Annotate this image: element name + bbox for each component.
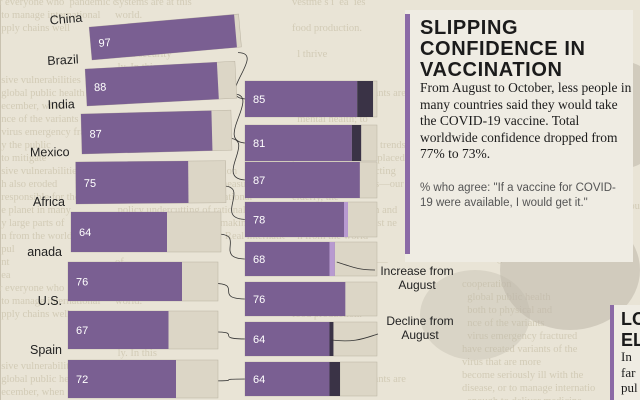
vaccine-confidence-chart: 97 China 88 Brazil 87 India 75 Mexico 64 Africa 76…: [27, 11, 379, 399]
country-label: Mexico: [30, 145, 70, 159]
connector-line: [232, 93, 248, 144]
october-value-label: 64: [253, 334, 265, 346]
connector-line: [213, 378, 248, 382]
decline-segment: [351, 125, 362, 161]
country-label: Brazil: [47, 52, 79, 68]
august-bar-group: 64 Africa: [33, 195, 222, 253]
connector-line: [234, 52, 248, 100]
background-texture-blob: [420, 270, 530, 360]
october-bar: [245, 322, 330, 356]
connector-line: [221, 185, 248, 220]
october-bar: [245, 162, 360, 198]
connector-line: [213, 331, 248, 340]
summary-card-title: SLIPPING CONFIDENCE IN VACCINATION: [420, 17, 586, 81]
august-bar-group: 75 Mexico: [30, 145, 227, 205]
summary-card: [405, 10, 633, 262]
august-bar-group: 76 anada: [27, 245, 219, 302]
august-bar: [71, 212, 167, 252]
next-panel: [610, 305, 640, 400]
october-value-label: 85: [253, 94, 265, 106]
october-value-label: 81: [253, 138, 265, 150]
august-value-label: 76: [76, 277, 88, 289]
october-bar: [245, 362, 330, 396]
august-bar-group: 87 India: [47, 97, 233, 155]
increase-segment: [329, 242, 335, 276]
background-divider-left: [0, 0, 1, 400]
next-panel-accent: [610, 305, 614, 400]
august-value-label: 67: [76, 325, 88, 337]
august-value-label: 97: [98, 37, 111, 50]
august-value-label: 72: [76, 374, 88, 386]
august-bar-group: 88 Brazil: [47, 52, 238, 107]
summary-card-question: % who agree: "If a vaccine for COVID-19 …: [420, 182, 616, 209]
august-bar: [89, 14, 237, 60]
increase-annotation: Increase from August: [380, 264, 454, 292]
country-label: China: [49, 11, 83, 28]
decline-annotation: Decline from August: [386, 314, 454, 342]
august-bar-group: 72 Spain: [30, 343, 219, 399]
august-bar: [80, 110, 213, 154]
background-article-text: ir everyone who pandemic discourse aroun…: [0, 0, 116, 398]
august-bar-group: 67 U.S.: [38, 294, 219, 350]
august-bar: [85, 62, 219, 106]
country-label: Africa: [33, 195, 65, 209]
decline-segment: [329, 322, 334, 356]
decline-segment: [329, 362, 341, 396]
october-bar: [245, 81, 358, 117]
connector-line: [227, 137, 248, 181]
october-value-label: 64: [253, 374, 265, 386]
decline-segment: [357, 81, 374, 117]
country-label: India: [47, 97, 75, 112]
august-value-label: 87: [89, 128, 102, 140]
summary-card-body: From August to October, less people in m…: [420, 80, 632, 161]
connector-line: [216, 233, 248, 260]
country-label: U.S.: [38, 294, 62, 308]
summary-card-accent: [405, 14, 410, 254]
august-value-label: 64: [79, 227, 91, 239]
increase-leader-line: [336, 261, 376, 271]
country-label: anada: [27, 245, 62, 259]
next-panel-title: LO EL: [621, 309, 640, 350]
august-value-label: 75: [84, 178, 96, 190]
october-bar: [245, 242, 335, 276]
august-bar-group: 97 China: [49, 11, 242, 61]
next-panel-body: In far pul: [621, 349, 638, 395]
august-bar: [68, 311, 169, 349]
october-bar: [245, 202, 348, 237]
august-bar: [68, 360, 176, 398]
october-value-label: 78: [253, 215, 265, 227]
country-label: Spain: [30, 343, 62, 357]
october-value-label: 76: [253, 294, 265, 306]
connector-line: [213, 283, 248, 300]
increase-segment: [344, 202, 348, 237]
decline-leader-line: [331, 333, 379, 342]
august-bar: [75, 161, 189, 205]
august-value-label: 88: [94, 81, 107, 94]
october-value-label: 87: [253, 175, 265, 187]
august-bar: [68, 262, 182, 301]
october-value-label: 68: [253, 254, 265, 266]
october-bar: [245, 125, 352, 161]
october-bar: [245, 282, 346, 316]
